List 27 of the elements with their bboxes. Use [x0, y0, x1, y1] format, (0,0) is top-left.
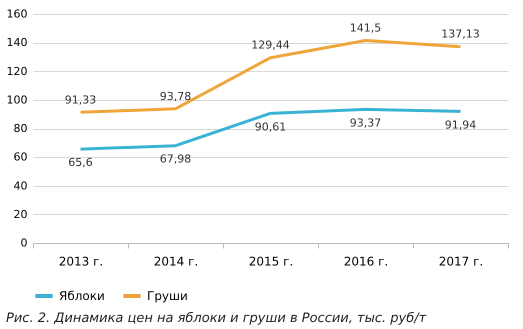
- y-tick-label: 20: [14, 208, 28, 221]
- x-tick-label: 2013 г.: [58, 254, 104, 268]
- legend-label: Яблоки: [59, 289, 105, 303]
- data-label: 90,61: [254, 120, 286, 134]
- y-tick-label: 100: [6, 93, 28, 106]
- legend-label: Груши: [147, 289, 188, 303]
- text: Рис. 2. Динамика цен на яблоки и груши в России, тыс. руб/т: [6, 311, 427, 326]
- data-label: 137,13: [441, 28, 480, 41]
- data-label: 91,94: [444, 118, 476, 132]
- x-tick-label: 2017 г.: [438, 254, 484, 268]
- y-tick-label: 140: [6, 36, 28, 50]
- y-tick-label: 40: [14, 179, 28, 192]
- data-label: 129,44: [251, 38, 290, 52]
- data-label: 93,78: [160, 90, 192, 103]
- x-tick-label: 2016 г.: [344, 254, 388, 268]
- data-label: 65,6: [68, 156, 93, 170]
- data-label: 67,98: [160, 152, 192, 166]
- y-tick-label: 160: [6, 8, 28, 20]
- y-tick-label: 0: [20, 236, 28, 250]
- y-tick-label: 80: [14, 122, 28, 135]
- x-tick-label: 2015 г.: [248, 254, 294, 268]
- data-label: 141,5: [350, 21, 382, 34]
- data-label: 93,37: [350, 116, 382, 130]
- x-tick-label: 2014 г.: [154, 254, 198, 268]
- y-tick-label: 60: [14, 150, 28, 164]
- y-tick-label: 120: [6, 64, 28, 78]
- data-label: 91,33: [64, 93, 96, 106]
